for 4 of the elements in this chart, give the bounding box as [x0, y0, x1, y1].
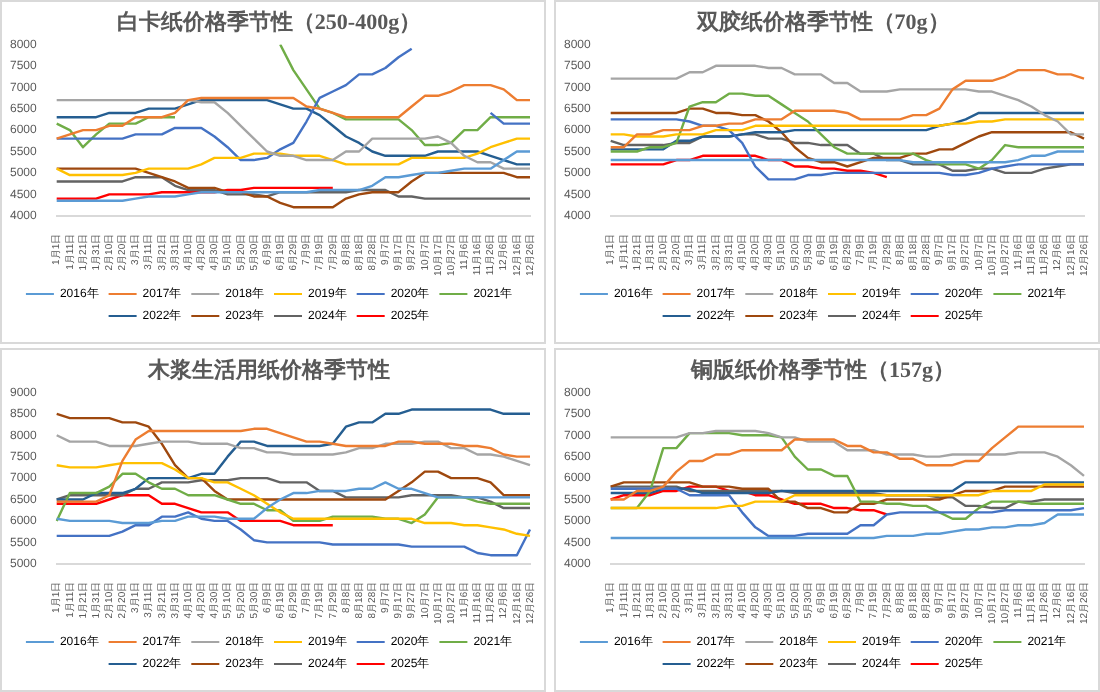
chart-title: 白卡纸价格季节性（250-400g）	[116, 8, 422, 35]
chart-title: 双胶纸价格季节性（70g）	[694, 8, 950, 35]
chart-title: 木浆生活用纸价格季节性	[146, 356, 390, 383]
chart-title: 铜版纸价格季节性（157g）	[689, 356, 955, 383]
